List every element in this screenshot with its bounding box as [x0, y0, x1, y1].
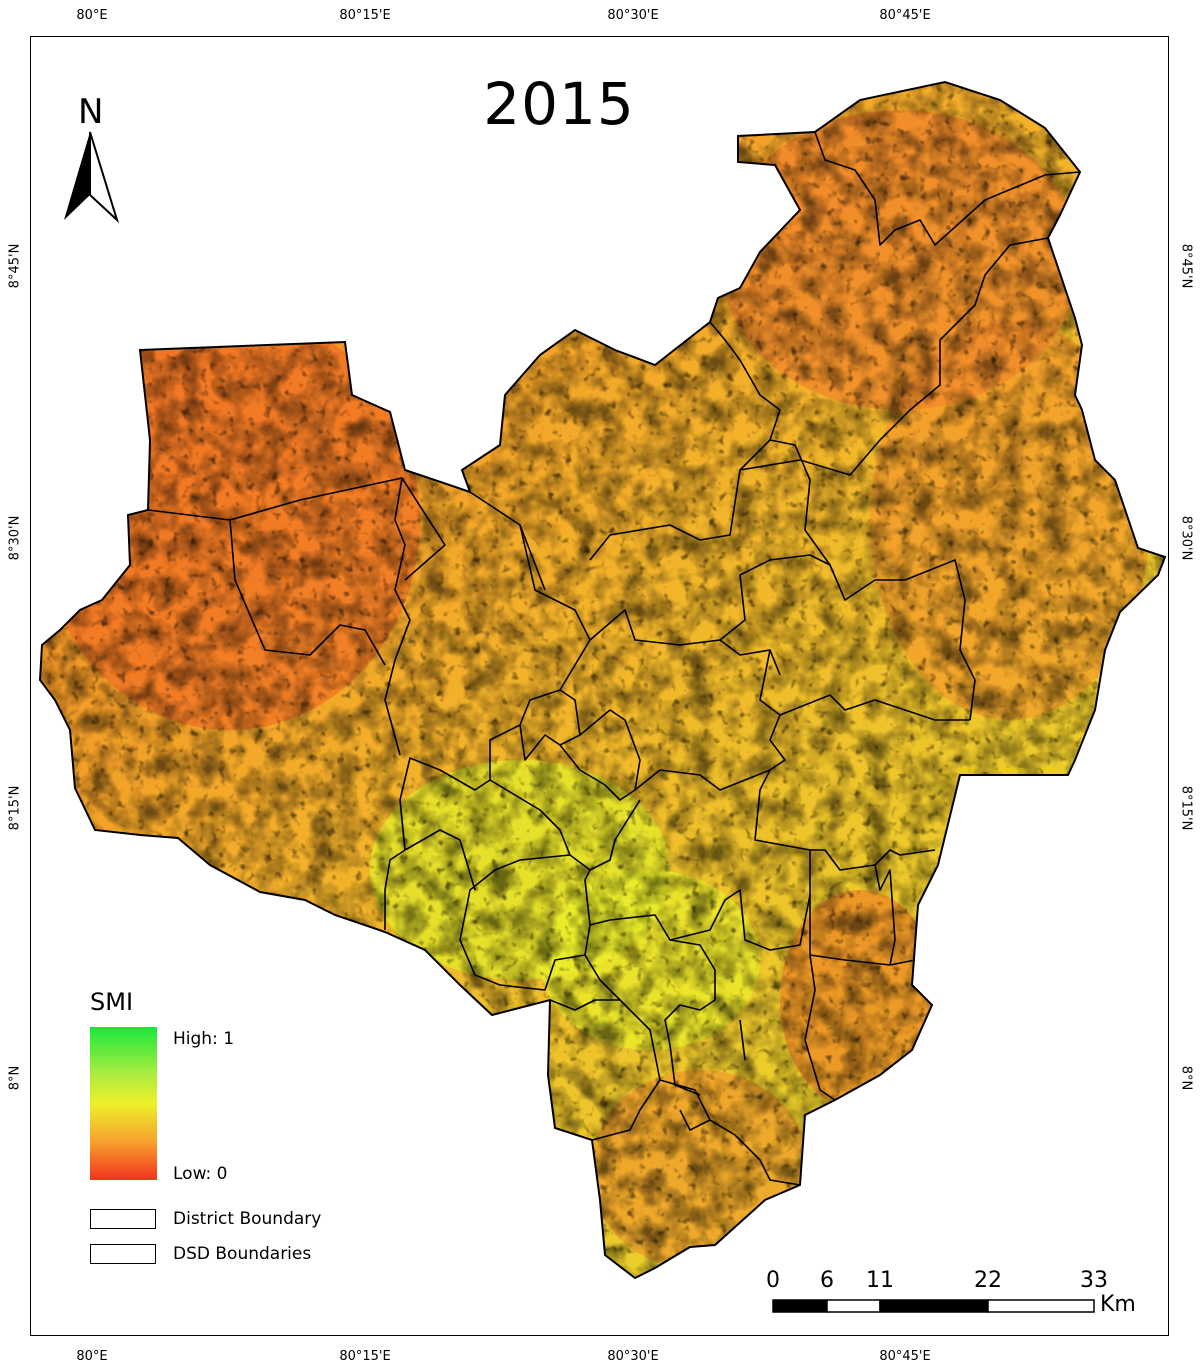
lon-label-bottom: 80°30'E [607, 1349, 659, 1364]
lon-label-top: 80°45'E [879, 8, 931, 23]
scale-bar [772, 1299, 1095, 1313]
scale-tick-label: 0 [766, 1268, 780, 1293]
north-label: N [78, 92, 104, 132]
legend-title: SMI [90, 988, 134, 1016]
legend-low-label: Low: 0 [173, 1164, 228, 1184]
scale-tick-label: 6 [820, 1268, 834, 1293]
lon-label-bottom: 80°E [76, 1349, 108, 1364]
lon-label-bottom: 80°15'E [339, 1349, 391, 1364]
scale-tick-label: 33 [1080, 1268, 1108, 1293]
lon-label-top: 80°E [76, 8, 108, 23]
scale-tick-label: 22 [974, 1268, 1002, 1293]
lon-label-bottom: 80°45'E [879, 1349, 931, 1364]
north-arrow-icon [64, 131, 120, 224]
map-frame [30, 36, 1169, 1336]
lon-label-top: 80°30'E [607, 8, 659, 23]
smi-raster [40, 82, 1165, 1278]
dsd-boundaries [147, 131, 1081, 1186]
district-boundary-swatch [90, 1209, 156, 1229]
map-title: 2015 [483, 70, 635, 138]
smi-color-ramp [90, 1027, 157, 1180]
legend-item-dsd: DSD Boundaries [173, 1244, 312, 1264]
lon-label-top: 80°15'E [339, 8, 391, 23]
scale-tick-label: 11 [866, 1268, 894, 1293]
legend-high-label: High: 1 [173, 1029, 235, 1049]
dsd-boundary-swatch [90, 1244, 156, 1264]
legend-item-district: District Boundary [173, 1209, 322, 1229]
scale-unit: Km [1100, 1292, 1136, 1317]
